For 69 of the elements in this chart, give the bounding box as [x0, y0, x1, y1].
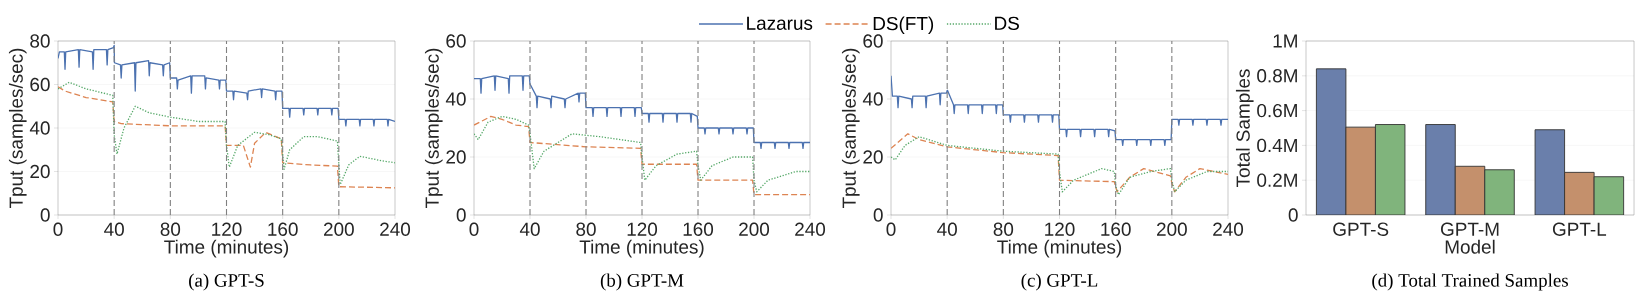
- x-tick-label: 200: [1157, 222, 1187, 236]
- bar: [1564, 171, 1595, 215]
- x-tick-label: 40: [519, 222, 540, 236]
- y-tick-label: 40: [29, 121, 50, 135]
- x-tick-label: GPT-S: [1333, 222, 1389, 236]
- x-tick-label: 120: [627, 222, 658, 236]
- x-tick-label: 120: [212, 222, 242, 236]
- x-tick-label: 40: [104, 222, 124, 236]
- bar: [1316, 68, 1346, 215]
- x-tick-label: 40: [937, 222, 957, 236]
- bar: [1534, 129, 1566, 215]
- y-tick-label: 20: [446, 150, 466, 164]
- y-tick-label: 0.4M: [1257, 138, 1297, 153]
- y-tick-label: 0: [40, 208, 50, 222]
- x-tick-label: 240: [380, 222, 411, 236]
- x-tick-label: 80: [576, 222, 596, 236]
- x-tick-label: 120: [1045, 222, 1075, 236]
- bar: [1425, 124, 1456, 215]
- y-tick-label: 60: [446, 34, 466, 48]
- x-tick-label: 160: [1101, 222, 1131, 236]
- x-tick-label: 0: [469, 222, 479, 236]
- bar: [1484, 169, 1515, 215]
- line-series: [58, 44, 395, 127]
- y-tick-label: 0.2M: [1257, 173, 1297, 187]
- y-tick-label: 60: [863, 34, 883, 48]
- y-tick-label: 40: [862, 92, 883, 106]
- y-tick-label: 60: [30, 77, 50, 92]
- y-axis-title: Total Samples: [1235, 69, 1254, 188]
- x-tick-label: 200: [739, 222, 770, 236]
- y-tick-label: 0: [456, 208, 466, 222]
- x-axis-title: Model: [1445, 239, 1495, 254]
- y-tick-label: 0.6M: [1257, 103, 1297, 118]
- y-tick-label: 1M: [1273, 34, 1297, 48]
- y-tick-label: 0: [1288, 208, 1298, 222]
- y-tick-label: 0.8M: [1257, 69, 1297, 83]
- text: (d) Total Trained Samples: [1372, 273, 1568, 291]
- x-axis-title: Time (minutes): [579, 239, 704, 258]
- bar: [1375, 124, 1405, 215]
- legend-label: Lazarus: [747, 16, 813, 30]
- y-tick-label: 0: [873, 208, 883, 222]
- x-tick-label: 240: [795, 222, 826, 236]
- x-tick-label: GPT-L: [1552, 222, 1607, 236]
- bar: [1593, 176, 1625, 215]
- text: (b) GPT-M: [600, 273, 684, 291]
- x-tick-label: 160: [268, 222, 298, 236]
- y-axis-title: Tput (samples/sec): [8, 48, 27, 209]
- y-tick-label: 20: [30, 164, 50, 179]
- bar: [1455, 166, 1485, 215]
- y-tick-label: 80: [30, 34, 50, 48]
- bar: [1345, 127, 1376, 215]
- y-tick-label: 20: [863, 150, 883, 164]
- y-axis-title: Tput (samples/sec): [424, 48, 443, 209]
- x-tick-label: 160: [683, 222, 714, 236]
- x-tick-label: 80: [160, 222, 181, 236]
- x-tick-label: 200: [324, 222, 354, 236]
- x-tick-label: GPT-M: [1441, 222, 1499, 236]
- text: (a) GPT-S: [189, 273, 264, 291]
- text: (c) GPT-L: [1021, 273, 1098, 291]
- x-tick-label: 0: [53, 222, 63, 236]
- y-tick-label: 40: [445, 92, 466, 106]
- legend-label: DS(FT): [873, 16, 934, 35]
- x-tick-label: 80: [993, 222, 1014, 236]
- y-axis-title: Tput (samples/sec): [841, 48, 860, 209]
- line-series: [891, 75, 1229, 147]
- x-axis-title: Time (minutes): [164, 239, 289, 258]
- x-tick-label: 0: [886, 222, 896, 236]
- legend-label: DS: [995, 16, 1019, 31]
- x-tick-label: 240: [1213, 222, 1244, 236]
- x-axis-title: Time (minutes): [997, 239, 1122, 258]
